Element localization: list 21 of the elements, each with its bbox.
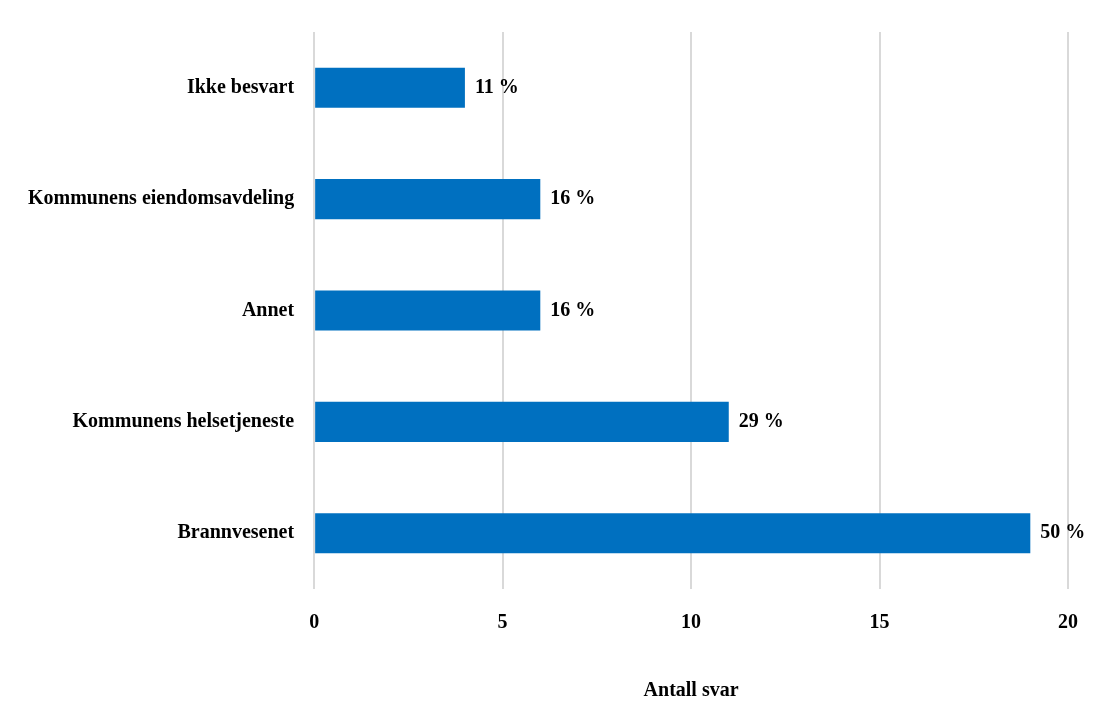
x-tick-label: 10 — [681, 610, 702, 633]
y-tick-label: Ikke besvart — [186, 74, 295, 97]
x-tick-label: 5 — [497, 610, 508, 633]
bar — [315, 179, 541, 220]
x-axis-title: Antall svar — [643, 678, 739, 701]
annotation: 16 % — [550, 297, 596, 320]
x-tick-label: 15 — [869, 610, 890, 633]
y-tick-label: Brannvesenet — [177, 520, 295, 543]
y-tick-label: Annet — [241, 297, 295, 320]
bar — [315, 401, 729, 442]
annotation: 50 % — [1040, 520, 1086, 543]
bar — [315, 513, 1031, 554]
bar — [315, 67, 465, 108]
y-tick-label: Kommunens helsetjeneste — [72, 409, 295, 433]
annotation: 16 % — [550, 186, 596, 209]
x-tick-label: 20 — [1058, 610, 1078, 633]
annotation: 11 % — [474, 74, 519, 97]
annotation: 29 % — [738, 409, 784, 432]
x-tick-label: 0 — [309, 610, 320, 633]
bar — [315, 290, 541, 331]
y-tick-label: Kommunens eiendomsavdeling — [27, 186, 295, 210]
